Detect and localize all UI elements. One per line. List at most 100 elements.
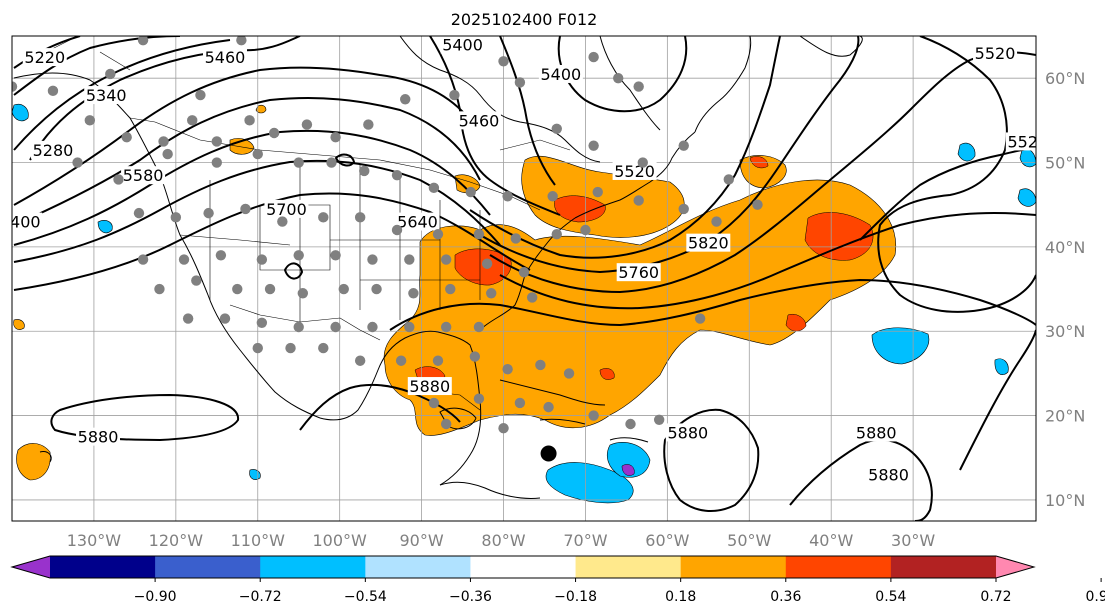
contour-label-background [264, 199, 309, 218]
colorbar-segment [680, 556, 787, 578]
station-dot [137, 254, 149, 265]
contour-label-background [538, 64, 583, 83]
station-dot [440, 321, 452, 333]
station-dot [408, 288, 419, 299]
station-dot [678, 203, 689, 215]
station-dot [465, 186, 476, 198]
station-dot [588, 51, 599, 63]
station-dot [285, 342, 296, 354]
colorbar-tick-label: 0.18 [665, 589, 696, 605]
station-dot [170, 212, 182, 223]
longitude-tick-label: 130°W [67, 531, 122, 550]
station-dot [449, 89, 460, 101]
contour-label: 5880 [667, 423, 708, 442]
station-dot [219, 313, 231, 324]
station-dot [330, 250, 341, 261]
station-dot [723, 174, 734, 185]
station-dot [371, 283, 382, 295]
contour-label-background [616, 263, 661, 282]
station-dot [588, 140, 599, 151]
station-dot [113, 174, 124, 185]
colorbar-segment [260, 556, 366, 578]
station-dot [535, 359, 546, 371]
colorbar-tick-label: −0.36 [449, 589, 492, 605]
longitude-tick-label: 60°W [645, 531, 689, 550]
station-dot [154, 283, 165, 295]
station-dot [395, 355, 407, 366]
colorbar-tick-label: 0.72 [980, 589, 1011, 605]
station-dot [158, 136, 169, 147]
station-dot [330, 132, 341, 143]
station-dot [133, 207, 145, 219]
station-dot [502, 363, 513, 375]
station-dot [354, 355, 366, 366]
station-dot [211, 157, 222, 168]
station-dot [633, 195, 644, 206]
station-dot [191, 275, 202, 286]
station-dot [543, 401, 554, 413]
station-dot [252, 148, 263, 160]
station-dot [244, 115, 255, 126]
latitude-labels: 60°N 50°N 40°N 30°N 20°N 10°N [1045, 69, 1085, 510]
station-dot [514, 77, 526, 88]
longitude-labels: 130°W 120°W 110°W 100°W 90°W 80°W 70°W 60°W 50°W… [67, 531, 936, 550]
contour-label: 5520 [614, 162, 655, 181]
station-dot [432, 355, 444, 366]
station-dot [367, 321, 378, 333]
station-dot [694, 313, 706, 324]
station-dot [502, 191, 513, 202]
station-dot [473, 321, 485, 333]
contour-labels: 5220 5340 5460 5400 5400 5460 5520 5520 5280 5580… [0, 36, 1036, 485]
station-dot [469, 351, 481, 362]
station-dot [404, 321, 415, 333]
longitude-tick-label: 110°W [231, 531, 286, 550]
contour-label: 5280 [33, 141, 74, 160]
station-dot [293, 321, 304, 333]
height-contours [13, 36, 1036, 521]
contour-label: 5220 [24, 48, 65, 67]
contour-label: 5400 [0, 213, 41, 232]
station-dot [318, 342, 329, 354]
colorbar-tick-label: −0.18 [554, 589, 597, 605]
station-dot [330, 321, 341, 333]
station-dot [653, 414, 665, 425]
station-dot [440, 254, 452, 265]
longitude-tick-label: 90°W [400, 531, 444, 550]
station-dot [613, 72, 624, 84]
station-dot [588, 410, 599, 421]
latitude-tick-label: 40°N [1045, 238, 1085, 257]
colorbar-outline [10, 555, 1036, 579]
colorbar-extend-low [12, 556, 50, 578]
longitude-tick-label: 120°W [149, 531, 204, 550]
colorbar-tick-label: 0.36 [770, 589, 801, 605]
map-gridlines [12, 36, 1036, 521]
latitude-tick-label: 60°N [1045, 69, 1085, 88]
contour-label-background [121, 166, 166, 185]
contour-label: 5880 [78, 428, 119, 447]
station-dot [547, 191, 558, 202]
latitude-tick-label: 20°N [1045, 407, 1085, 426]
station-dot [252, 342, 263, 354]
colorbar-segment [470, 556, 577, 578]
station-dot [440, 418, 452, 430]
station-dot [637, 157, 648, 168]
station-dot [215, 250, 227, 261]
station-dot [752, 199, 763, 210]
contour-label-background [407, 377, 452, 396]
colorbar-segment [155, 556, 261, 578]
longitude-tick-label: 50°W [727, 531, 771, 550]
station-dot [367, 254, 378, 265]
station-dot [580, 224, 591, 236]
station-dot [301, 119, 313, 130]
station-dot [195, 89, 206, 101]
colorbar-tick-label: 0.54 [875, 589, 906, 605]
colorbar-tick-label: −0.72 [239, 589, 282, 605]
station-dot [391, 169, 403, 181]
contour-label-background [202, 48, 247, 67]
station-dot [481, 258, 493, 269]
station-dot [359, 165, 370, 177]
station-dot [432, 229, 444, 240]
longitude-tick-label: 70°W [563, 531, 607, 550]
contour-label-background [665, 423, 710, 442]
